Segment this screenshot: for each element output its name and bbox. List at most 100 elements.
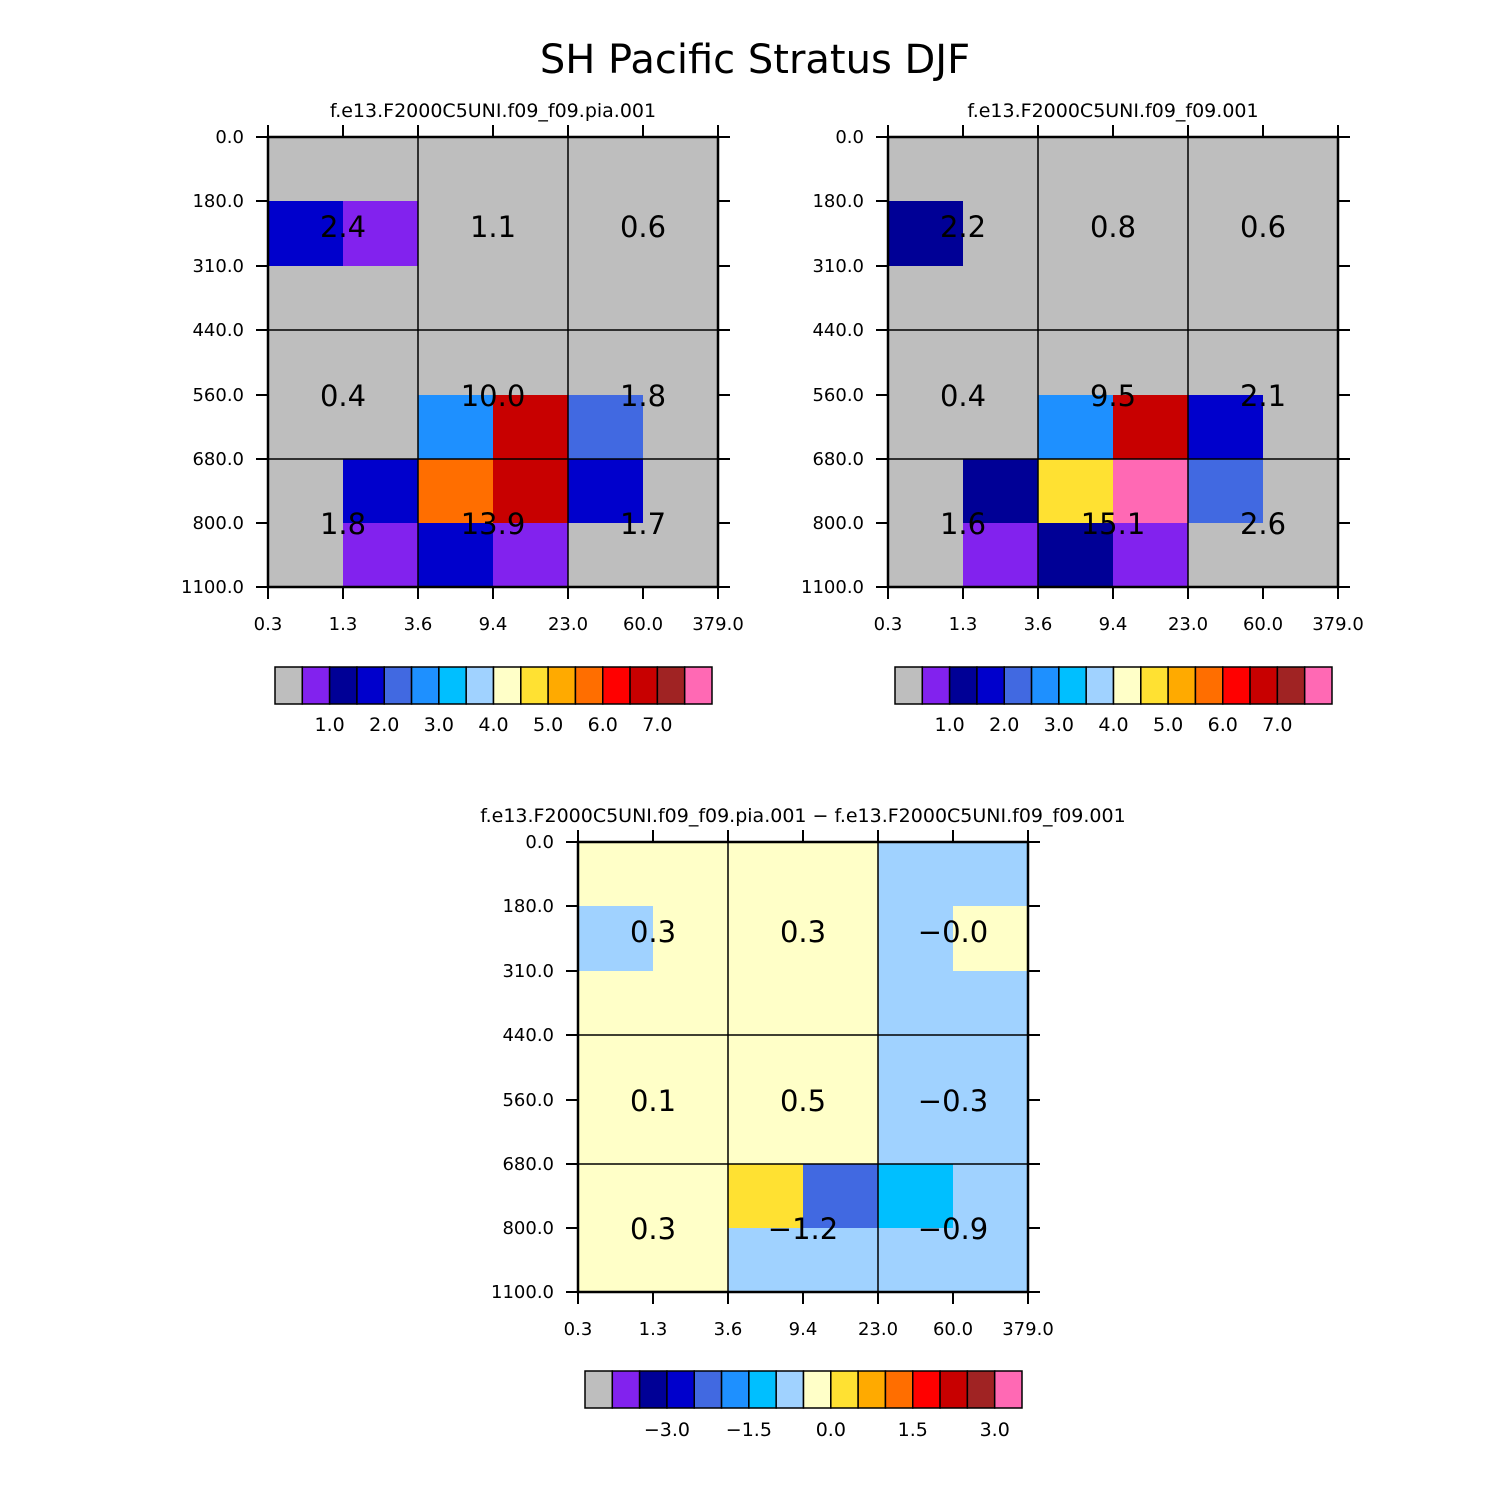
heatmap-cell <box>568 459 644 524</box>
colorbar-label: 4.0 <box>1098 714 1128 736</box>
cell-value-label: 2.1 <box>1240 379 1286 413</box>
colorbar-box <box>492 666 522 705</box>
cell-value-label: 2.4 <box>320 210 366 244</box>
cell-value-label: 1.6 <box>940 507 986 541</box>
x-tick-label: 3.6 <box>714 1319 743 1340</box>
cell-value-label: 0.5 <box>780 1084 826 1118</box>
heatmap-cell <box>653 842 729 907</box>
colorbar-label: 1.0 <box>935 714 965 736</box>
colorbar-box <box>574 666 604 705</box>
y-tick-label: 440.0 <box>812 320 864 341</box>
heatmap-cell <box>268 266 344 331</box>
heatmap-cell <box>878 906 954 972</box>
heatmap-cell <box>653 1100 729 1165</box>
y-tick-label: 560.0 <box>192 385 244 406</box>
colorbar-box <box>356 666 385 705</box>
y-tick-label: 310.0 <box>192 256 244 277</box>
heatmap-cell <box>803 1035 879 1101</box>
y-tick-label: 180.0 <box>812 191 864 212</box>
cell-value-label: 1.7 <box>620 507 666 541</box>
heatmap-cell <box>1113 459 1189 524</box>
heatmap-cell <box>1263 330 1339 396</box>
cell-value-label: 15.1 <box>1081 507 1146 541</box>
heatmap-cell <box>803 842 879 907</box>
colorbar-label: −1.5 <box>726 1419 772 1441</box>
x-tick-label: 3.6 <box>1024 614 1053 635</box>
colorbar-box <box>438 666 467 705</box>
heatmap-cell <box>268 201 344 267</box>
heatmap-cell <box>653 971 729 1036</box>
heatmap-cell <box>653 1164 729 1229</box>
heatmap-cell <box>953 1100 1029 1165</box>
colorbar-box <box>1194 666 1224 705</box>
colorbar-label: 5.0 <box>1153 714 1183 736</box>
heatmap-cell <box>493 459 569 524</box>
colorbar-label: 1.5 <box>898 1419 928 1441</box>
colorbar-box <box>1167 666 1197 705</box>
heatmap-cell <box>803 906 879 972</box>
heatmap-cell <box>803 1228 879 1293</box>
panels: f.e13.F2000C5UNI.f09_f09.pia.001 2.4 1.1 0.… <box>181 100 1364 1441</box>
heatmap-cell <box>493 201 569 267</box>
heatmap-cell <box>343 201 419 267</box>
x-tick-label: 0.3 <box>254 614 283 635</box>
colorbar-box <box>666 1370 695 1409</box>
heatmap-cell <box>728 971 804 1036</box>
heatmap-cell <box>1038 395 1114 460</box>
y-tick-label: 310.0 <box>812 256 864 277</box>
x-tick-label: 23.0 <box>548 614 588 635</box>
heatmap-cell <box>963 523 1039 588</box>
panel-title: f.e13.F2000C5UNI.f09_f09.001 <box>967 100 1258 122</box>
colorbar-box <box>547 666 577 705</box>
heatmap-cell <box>643 459 719 524</box>
heatmap-cell <box>963 459 1039 524</box>
heatmap-cell <box>568 330 644 396</box>
heatmap-cell <box>1188 137 1264 202</box>
heatmap-cell <box>1038 330 1114 396</box>
heatmap-cell <box>1038 523 1114 588</box>
heatmap-cell <box>418 523 494 588</box>
panel-2: f.e13.F2000C5UNI.f09_f09.001 2.2 0.8 0.6 0.4… <box>801 100 1364 736</box>
heatmap-cell <box>268 137 344 202</box>
x-tick-label: 9.4 <box>479 614 508 635</box>
cell-value-label: 2.6 <box>1240 507 1286 541</box>
cell-value-label: 0.6 <box>1240 210 1286 244</box>
colorbar-box <box>1030 666 1060 705</box>
heatmap-cell <box>493 330 569 396</box>
heatmap-cell <box>343 330 419 396</box>
colorbar-label: 5.0 <box>533 714 563 736</box>
heatmap-cell <box>728 1164 804 1229</box>
colorbar-label: 0.0 <box>816 1419 846 1441</box>
x-tick-label: 1.3 <box>639 1319 668 1340</box>
y-tick-label: 440.0 <box>192 320 244 341</box>
y-tick-label: 680.0 <box>502 1154 554 1175</box>
colorbar-label: 2.0 <box>369 714 399 736</box>
y-tick-label: 560.0 <box>502 1090 554 1111</box>
heatmap-cell <box>578 906 654 972</box>
panel-3: f.e13.F2000C5UNI.f09_f09.pia.001 − f.e13… <box>480 805 1125 1441</box>
heatmap-cell <box>643 523 719 588</box>
heatmap-cell <box>493 266 569 331</box>
x-tick-label: 0.3 <box>564 1319 593 1340</box>
heatmap-cell <box>963 395 1039 460</box>
colorbar-label: 7.0 <box>642 714 672 736</box>
heatmap-cell <box>568 201 644 267</box>
panel-title: f.e13.F2000C5UNI.f09_f09.pia.001 <box>330 100 656 122</box>
x-tick-label: 23.0 <box>1168 614 1208 635</box>
heatmap-cell <box>1263 395 1339 460</box>
colorbar-box <box>656 666 686 705</box>
colorbar-box <box>629 666 659 705</box>
colorbar-box <box>894 666 924 705</box>
colorbar-box <box>410 666 440 705</box>
y-tick-label: 310.0 <box>502 961 554 982</box>
heatmap-cell <box>653 1035 729 1101</box>
y-tick-label: 1100.0 <box>801 577 864 598</box>
colorbar-box <box>720 1370 750 1409</box>
heatmap-cell <box>1113 266 1189 331</box>
colorbar-box <box>775 1370 805 1409</box>
colorbar-label: 6.0 <box>1208 714 1238 736</box>
heatmap-cell <box>1188 395 1264 460</box>
x-tick-label: 60.0 <box>933 1319 973 1340</box>
heatmap-cell <box>568 266 644 331</box>
